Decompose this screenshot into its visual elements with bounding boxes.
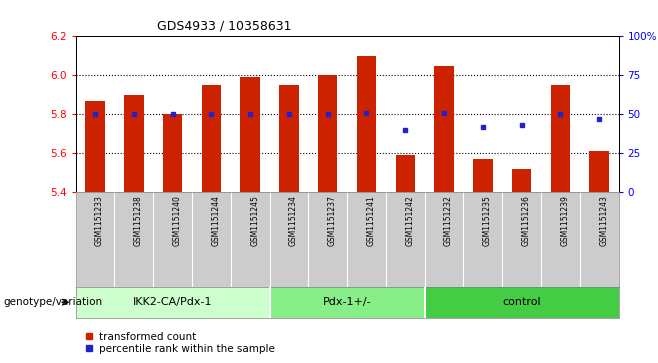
- Text: GSM1151233: GSM1151233: [95, 195, 104, 246]
- Bar: [240, 77, 260, 192]
- Text: GSM1151238: GSM1151238: [134, 195, 143, 246]
- Text: GSM1151235: GSM1151235: [483, 195, 492, 246]
- Bar: [590, 151, 609, 192]
- Text: GSM1151236: GSM1151236: [522, 195, 530, 246]
- Bar: [395, 155, 415, 192]
- Text: control: control: [502, 297, 541, 307]
- Text: GSM1151244: GSM1151244: [211, 195, 220, 246]
- Text: GSM1151245: GSM1151245: [250, 195, 259, 246]
- Text: GDS4933 / 10358631: GDS4933 / 10358631: [157, 19, 291, 32]
- Text: GSM1151242: GSM1151242: [405, 195, 415, 246]
- Text: IKK2-CA/Pdx-1: IKK2-CA/Pdx-1: [133, 297, 213, 307]
- Text: Pdx-1+/-: Pdx-1+/-: [323, 297, 371, 307]
- Bar: [434, 66, 454, 192]
- Text: genotype/variation: genotype/variation: [3, 297, 103, 307]
- Bar: [473, 159, 492, 192]
- Bar: [124, 95, 143, 192]
- Bar: [512, 169, 531, 192]
- Text: GSM1151241: GSM1151241: [367, 195, 376, 246]
- Bar: [318, 76, 338, 192]
- Bar: [270, 287, 424, 318]
- Bar: [279, 85, 299, 192]
- Text: GSM1151232: GSM1151232: [444, 195, 453, 246]
- Text: GSM1151240: GSM1151240: [172, 195, 182, 246]
- Bar: [551, 85, 570, 192]
- Text: GSM1151234: GSM1151234: [289, 195, 298, 246]
- Bar: [202, 85, 221, 192]
- Legend: transformed count, percentile rank within the sample: transformed count, percentile rank withi…: [81, 327, 278, 358]
- Bar: [76, 287, 270, 318]
- Text: GSM1151239: GSM1151239: [561, 195, 569, 246]
- Bar: [424, 287, 619, 318]
- Bar: [163, 114, 182, 192]
- Bar: [86, 101, 105, 192]
- Text: GSM1151237: GSM1151237: [328, 195, 337, 246]
- Bar: [357, 56, 376, 192]
- Text: GSM1151243: GSM1151243: [599, 195, 608, 246]
